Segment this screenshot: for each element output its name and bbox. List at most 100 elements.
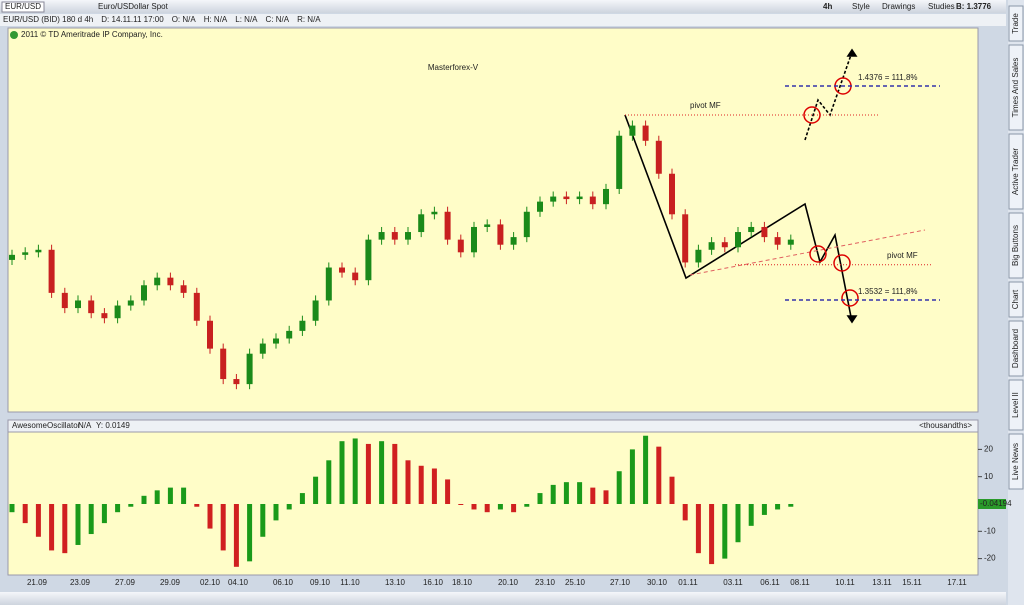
chart-title: Masterforex-V bbox=[428, 63, 479, 72]
candle-body bbox=[259, 343, 266, 354]
info-item: H: N/A bbox=[204, 15, 228, 24]
candle-body bbox=[180, 285, 187, 293]
x-tick-label: 23.09 bbox=[70, 578, 91, 587]
osc-bar bbox=[643, 435, 649, 504]
candle-body bbox=[537, 201, 543, 212]
studies-btn[interactable]: Studies bbox=[928, 2, 955, 11]
osc-panel bbox=[7, 431, 979, 576]
copyright: 2011 © TD Ameritrade IP Company, Inc. bbox=[21, 30, 163, 39]
info-item: EUR/USD (BID) 180 d 4h bbox=[3, 15, 93, 24]
osc-bar bbox=[115, 504, 121, 513]
osc-bar bbox=[458, 504, 464, 505]
side-tab-label[interactable]: Active Trader bbox=[1011, 148, 1020, 195]
candle-body bbox=[603, 188, 609, 205]
osc-bar bbox=[405, 460, 411, 504]
toolbar bbox=[0, 0, 1006, 13]
logo bbox=[10, 31, 18, 39]
osc-bar bbox=[101, 504, 107, 524]
osc-bar bbox=[603, 490, 609, 504]
osc-bar bbox=[260, 504, 266, 537]
info-item: L: N/A bbox=[235, 15, 258, 24]
candle-body bbox=[220, 348, 227, 380]
x-tick-label: 27.10 bbox=[610, 578, 631, 587]
y-tick-label: 20 bbox=[984, 444, 993, 453]
candle-body bbox=[695, 249, 702, 263]
x-tick-label: 20.10 bbox=[498, 578, 519, 587]
candle-body bbox=[273, 338, 279, 344]
candle-body bbox=[431, 211, 438, 215]
osc-bar bbox=[418, 465, 424, 504]
osc-bar bbox=[577, 482, 583, 504]
osc-bar bbox=[313, 476, 319, 504]
x-tick-label: 11.10 bbox=[340, 578, 360, 587]
osc-bar bbox=[167, 487, 173, 504]
level-label: 1.3532 = 111,8% bbox=[858, 287, 918, 296]
side-tab-label[interactable]: Live News bbox=[1011, 443, 1020, 480]
candle-body bbox=[510, 237, 517, 245]
side-tab-label[interactable]: Dashboard bbox=[1011, 329, 1020, 368]
osc-bar bbox=[379, 441, 385, 504]
osc-bar bbox=[326, 460, 332, 504]
candle-body bbox=[193, 292, 200, 321]
drawings-btn[interactable]: Drawings bbox=[882, 2, 915, 11]
side-tab[interactable] bbox=[1008, 5, 1024, 42]
candle-body bbox=[154, 277, 161, 286]
candle-body bbox=[682, 214, 689, 263]
candle-body bbox=[339, 267, 345, 273]
info-item: C: N/A bbox=[266, 15, 290, 24]
osc-bar bbox=[75, 504, 81, 545]
osc-bar bbox=[9, 504, 15, 513]
osc-bar bbox=[22, 504, 28, 524]
candle-body bbox=[735, 232, 741, 248]
osc-bar bbox=[471, 504, 477, 510]
candle-body bbox=[721, 242, 728, 248]
side-tab[interactable] bbox=[1008, 44, 1024, 131]
candle-body bbox=[774, 237, 781, 245]
candle-body bbox=[114, 305, 121, 319]
symbol[interactable]: EUR/USD bbox=[5, 2, 41, 11]
side-tab[interactable] bbox=[1008, 433, 1024, 490]
x-tick-label: 06.11 bbox=[760, 578, 780, 587]
x-tick-label: 03.11 bbox=[723, 578, 743, 587]
period[interactable]: 4h bbox=[823, 2, 832, 11]
candle-body bbox=[418, 214, 425, 233]
symbol-box[interactable] bbox=[1, 1, 45, 13]
osc-bar bbox=[299, 493, 305, 504]
side-tab[interactable] bbox=[1008, 281, 1024, 318]
side-tab-label[interactable]: Big Buttons bbox=[1011, 225, 1020, 266]
osc-bar bbox=[233, 504, 239, 567]
candle-body bbox=[655, 140, 662, 174]
osc-status: N/A bbox=[78, 421, 92, 430]
x-tick-label: 27.09 bbox=[115, 578, 136, 587]
side-tab-label[interactable]: Trade bbox=[1011, 13, 1020, 34]
x-tick-label: 18.10 bbox=[452, 578, 473, 587]
candle-body bbox=[748, 226, 755, 233]
candle-body bbox=[9, 254, 15, 260]
side-tab-label[interactable]: Level II bbox=[1011, 392, 1020, 418]
side-tab[interactable] bbox=[1008, 212, 1024, 279]
osc-bar bbox=[629, 449, 635, 504]
candle-body bbox=[167, 277, 174, 286]
side-tab[interactable] bbox=[1008, 320, 1024, 377]
candle-body bbox=[523, 211, 530, 238]
zigzag bbox=[624, 48, 858, 324]
candle-body bbox=[669, 173, 675, 215]
osc-bar bbox=[775, 504, 781, 510]
style-btn[interactable]: Style bbox=[852, 2, 870, 11]
side-tab[interactable] bbox=[1008, 379, 1024, 431]
x-tick-label: 06.10 bbox=[273, 578, 294, 587]
side-tab-label[interactable]: Chart bbox=[1011, 289, 1020, 309]
side-tab[interactable] bbox=[1008, 133, 1024, 210]
last-value-tag bbox=[978, 499, 1006, 509]
candle-body bbox=[616, 135, 623, 189]
candle-body bbox=[444, 211, 451, 240]
osc-bar bbox=[352, 438, 358, 504]
x-tick-label: 13.11 bbox=[872, 578, 892, 587]
pivot-label: pivot MF bbox=[690, 101, 721, 110]
candle-body bbox=[48, 249, 55, 293]
osc-bar bbox=[497, 504, 503, 510]
side-tab-label[interactable]: Times And Sales bbox=[1011, 58, 1020, 118]
y-tick-label: -20 bbox=[984, 554, 996, 563]
osc-bar bbox=[735, 504, 741, 543]
osc-bar bbox=[392, 443, 398, 504]
